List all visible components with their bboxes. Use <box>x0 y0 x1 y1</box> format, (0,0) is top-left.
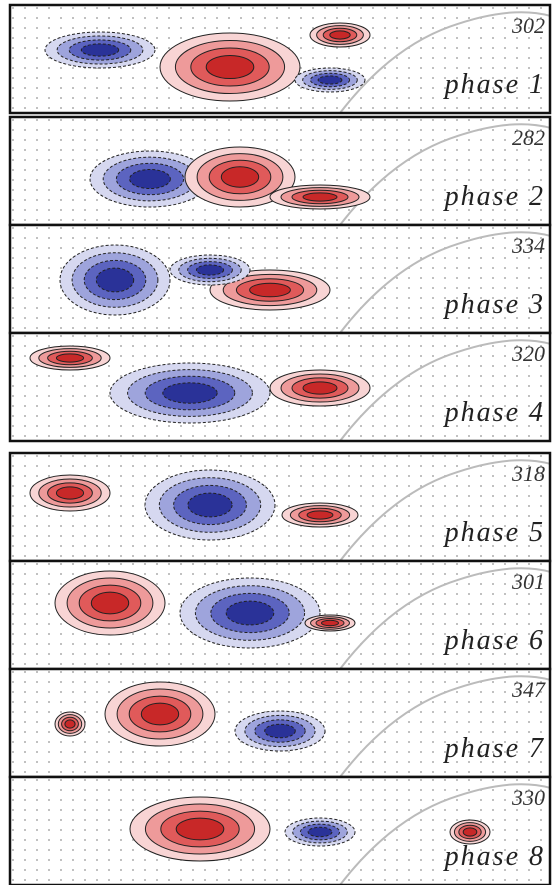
panel: 302 phase 1 <box>8 3 552 115</box>
coastline <box>339 675 551 778</box>
sample-count: 320 <box>511 341 545 366</box>
panel: 282 phase 2 <box>8 115 552 227</box>
coastline <box>339 783 551 885</box>
coastline <box>339 123 551 226</box>
sample-count: 318 <box>511 461 545 486</box>
panel: 334 phase 3 <box>8 223 552 335</box>
positive-anomaly <box>249 282 291 298</box>
positive-anomaly <box>140 702 180 726</box>
positive-anomaly <box>306 510 334 520</box>
negative-anomaly <box>225 600 275 626</box>
sample-count: 282 <box>512 125 545 150</box>
sample-count: 302 <box>511 13 545 38</box>
coastline <box>339 11 551 114</box>
phase-label: phase 6 <box>443 625 545 656</box>
phase-label: phase 2 <box>443 181 545 212</box>
panel: 318 phase 5 <box>8 451 552 563</box>
panel: 301 phase 6 <box>8 559 552 671</box>
negative-anomaly <box>264 723 296 739</box>
negative-anomaly <box>307 826 333 838</box>
phase-label: phase 5 <box>443 517 545 548</box>
negative-anomaly <box>187 492 233 518</box>
phase-label: phase 4 <box>443 397 545 428</box>
panel: 320 phase 4 <box>8 331 552 443</box>
positive-anomaly <box>302 381 338 395</box>
phase-label: phase 7 <box>443 733 545 764</box>
negative-anomaly <box>195 264 225 276</box>
negative-anomaly <box>95 267 135 293</box>
negative-anomaly <box>162 382 218 404</box>
positive-anomaly <box>220 166 260 188</box>
positive-anomaly <box>64 719 76 729</box>
panel: 330 phase 8 <box>8 775 552 885</box>
panel-border <box>8 331 552 443</box>
positive-anomaly <box>205 54 255 80</box>
phase-label: phase 8 <box>443 841 545 872</box>
phase-label: phase 3 <box>443 289 545 320</box>
positive-anomaly <box>175 817 225 841</box>
panel: 347 phase 7 <box>8 667 552 779</box>
coastline <box>339 231 551 334</box>
negative-anomaly <box>80 43 120 57</box>
positive-anomaly <box>55 353 85 363</box>
positive-anomaly <box>302 192 338 202</box>
positive-anomaly <box>90 591 130 615</box>
phase-label: phase 1 <box>443 69 545 100</box>
coastline <box>339 339 551 442</box>
sample-count: 334 <box>511 233 545 258</box>
positive-anomaly <box>329 30 351 40</box>
coastline <box>339 459 551 562</box>
negative-anomaly <box>129 168 171 190</box>
positive-anomaly <box>55 486 85 500</box>
sample-count: 330 <box>511 785 545 810</box>
sample-count: 301 <box>511 569 545 594</box>
sample-count: 347 <box>511 677 546 702</box>
positive-anomaly <box>321 619 339 627</box>
positive-anomaly <box>462 827 478 837</box>
panel-border <box>8 3 552 115</box>
coastline <box>339 567 551 670</box>
panel-border <box>8 775 552 885</box>
negative-anomaly <box>317 75 343 85</box>
